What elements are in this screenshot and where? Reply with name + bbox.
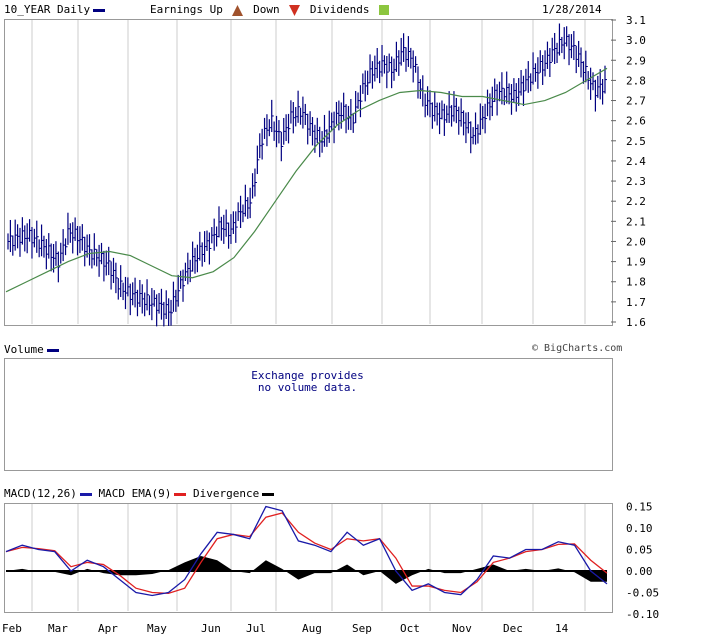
- macd-label: MACD(12,26): [4, 487, 77, 500]
- month-label: Mar: [48, 622, 68, 635]
- macd-tick-label: 0.15: [626, 501, 653, 514]
- macd-tick-label: 0.05: [626, 544, 653, 557]
- volume-message: Exchange provides no volume data.: [4, 370, 611, 394]
- ema-label: MACD EMA(9): [98, 487, 172, 500]
- moving-average-line: [5, 67, 608, 293]
- volume-message-line2: no volume data.: [257, 381, 358, 394]
- copyright: © BigCharts.com: [532, 343, 623, 354]
- volume-label: Volume: [4, 343, 44, 356]
- price-tick-label: 2.3: [626, 175, 646, 188]
- macd-tick-label: -0.10: [626, 608, 659, 621]
- macd-tick-label: 0.10: [626, 522, 653, 535]
- volume-swatch: [46, 348, 59, 352]
- divergence-label: Divergence: [192, 487, 260, 500]
- chart-date: 1/28/2014: [542, 3, 602, 16]
- month-label: 14: [555, 622, 569, 635]
- divergence-area: [6, 555, 607, 584]
- earnings-legend: Earnings Up Down Dividends: [150, 3, 392, 16]
- macd-ema-line: [5, 512, 608, 595]
- price-tick-label: 3.0: [626, 34, 646, 47]
- month-label: Dec: [503, 622, 523, 635]
- earnings-up-icon: [232, 4, 244, 16]
- month-label: Jun: [201, 622, 221, 635]
- macd-line: [5, 505, 608, 597]
- price-swatch: [93, 8, 106, 12]
- down-label: Down: [253, 3, 280, 16]
- dividends-label: Dividends: [309, 3, 370, 16]
- month-label: Sep: [352, 622, 372, 635]
- macd-tick-label: 0.00: [626, 565, 653, 578]
- divergence-swatch: [262, 492, 275, 496]
- price-tick-label: 2.9: [626, 54, 646, 67]
- price-tick-label: 2.1: [626, 215, 646, 228]
- month-label: Oct: [400, 622, 420, 635]
- month-label: Apr: [98, 622, 118, 635]
- price-tick-label: 1.8: [626, 276, 646, 289]
- month-label: Jul: [246, 622, 266, 635]
- symbol-legend: 10_YEAR Daily: [4, 3, 106, 16]
- volume-chart-frame: [4, 358, 613, 471]
- macd-chart-frame: [4, 503, 613, 613]
- dividends-icon: [379, 5, 390, 15]
- symbol-label: 10_YEAR Daily: [4, 3, 91, 16]
- earnings-down-icon: [289, 4, 301, 16]
- price-tick-label: 2.8: [626, 74, 646, 87]
- volume-legend: Volume: [4, 343, 59, 356]
- month-label: Feb: [2, 622, 22, 635]
- price-tick-label: 1.7: [626, 296, 646, 309]
- price-tick-label: 1.6: [626, 316, 646, 329]
- price-tick-label: 2.0: [626, 235, 646, 248]
- volume-message-line1: Exchange provides: [251, 369, 364, 382]
- ema-swatch: [174, 492, 187, 496]
- price-tick-label: 2.4: [626, 155, 646, 168]
- month-label: Aug: [302, 622, 322, 635]
- macd-tick-label: -0.05: [626, 587, 659, 600]
- price-tick-label: 2.6: [626, 115, 646, 128]
- price-tick-label: 2.2: [626, 195, 646, 208]
- price-tick-label: 2.5: [626, 135, 646, 148]
- price-chart-frame: [4, 19, 613, 326]
- macd-swatch: [79, 492, 92, 496]
- price-tick-label: 3.1: [626, 14, 646, 27]
- price-tick-label: 1.9: [626, 256, 646, 269]
- earnings-label: Earnings Up: [150, 3, 223, 16]
- price-tick-label: 2.7: [626, 95, 646, 108]
- month-label: Nov: [452, 622, 472, 635]
- macd-legend: MACD(12,26) MACD EMA(9) Divergence: [4, 487, 275, 500]
- month-label: May: [147, 622, 167, 635]
